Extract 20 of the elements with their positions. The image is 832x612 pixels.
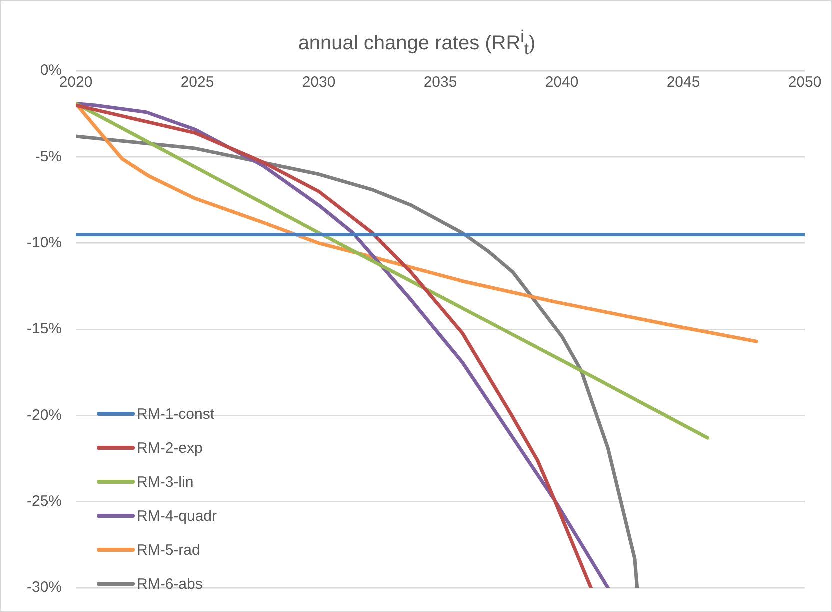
chart-title: annual change rates (RR$^{i}$$_{t}$) (297, 27, 537, 60)
legend-label: RM-3-lin (137, 474, 194, 490)
legend-label: RM-6-abs (137, 576, 203, 592)
legend-label: RM-5-rad (137, 542, 200, 558)
x-tick-label: 2050 (788, 74, 822, 92)
y-tick-label: -30% (26, 579, 62, 596)
y-tick-label: -25% (26, 492, 62, 510)
x-tick-label: 2045 (666, 74, 700, 92)
legend-label: RM-2-exp (137, 440, 203, 456)
x-tick-label: 2030 (302, 74, 336, 92)
y-tick-label: -15% (26, 320, 62, 338)
x-tick-label: 2020 (59, 74, 93, 92)
y-tick-label: -20% (26, 406, 62, 424)
x-tick-label: 2025 (180, 74, 214, 92)
x-tick-label: 2035 (424, 74, 458, 92)
y-tick-label: -5% (35, 148, 62, 166)
x-tick-label: 2040 (545, 74, 579, 92)
legend-label: RM-4-quadr (137, 508, 218, 524)
legend-label: RM-1-const (137, 406, 215, 422)
y-tick-label: -10% (26, 234, 62, 252)
